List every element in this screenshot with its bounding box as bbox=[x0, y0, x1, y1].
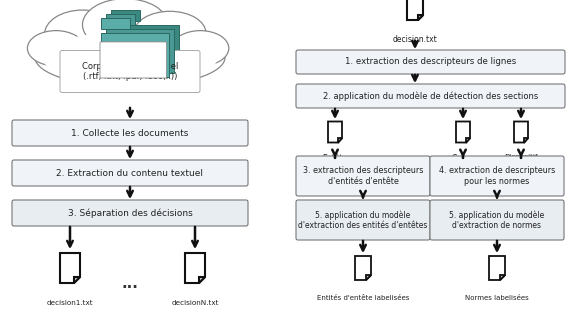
Bar bbox=[106, 14, 134, 24]
Polygon shape bbox=[60, 253, 80, 283]
Ellipse shape bbox=[45, 10, 121, 59]
Text: decision.txt: decision.txt bbox=[393, 35, 437, 44]
Ellipse shape bbox=[83, 0, 168, 51]
FancyBboxPatch shape bbox=[100, 42, 166, 78]
Text: 5. application du modèle
d'extraction des entités d'entêtes: 5. application du modèle d'extraction de… bbox=[298, 210, 428, 230]
Ellipse shape bbox=[35, 28, 225, 87]
FancyBboxPatch shape bbox=[60, 51, 200, 92]
Polygon shape bbox=[355, 256, 371, 280]
FancyBboxPatch shape bbox=[430, 156, 564, 196]
Text: Corpus  jurisprudentiel
(.rtf, .txt, .pdf, .doc(x)): Corpus jurisprudentiel (.rtf, .txt, .pdf… bbox=[82, 62, 178, 81]
Bar bbox=[101, 18, 130, 28]
FancyBboxPatch shape bbox=[430, 200, 564, 240]
Text: 4. extraction de descripteurs
pour les normes: 4. extraction de descripteurs pour les n… bbox=[439, 166, 555, 186]
Polygon shape bbox=[524, 138, 528, 143]
Text: 2. Extraction du contenu textuel: 2. Extraction du contenu textuel bbox=[56, 168, 204, 177]
Text: 3. Séparation des décisions: 3. Séparation des décisions bbox=[68, 208, 192, 218]
Text: decision1.txt: decision1.txt bbox=[46, 300, 94, 306]
FancyBboxPatch shape bbox=[296, 50, 565, 74]
Ellipse shape bbox=[42, 31, 218, 84]
FancyBboxPatch shape bbox=[296, 156, 430, 196]
Polygon shape bbox=[366, 275, 371, 280]
Text: 5. application du modèle
d'extraction de normes: 5. application du modèle d'extraction de… bbox=[449, 210, 545, 230]
FancyBboxPatch shape bbox=[296, 200, 430, 240]
Text: ...: ... bbox=[122, 275, 138, 291]
Polygon shape bbox=[74, 277, 80, 283]
FancyBboxPatch shape bbox=[12, 200, 248, 226]
Bar bbox=[111, 25, 179, 69]
Text: 1. Collecte les documents: 1. Collecte les documents bbox=[71, 128, 189, 137]
Text: Entête: Entête bbox=[323, 154, 348, 163]
Text: 2. application du modèle de détection des sections: 2. application du modèle de détection de… bbox=[323, 91, 538, 101]
Polygon shape bbox=[500, 275, 505, 280]
Ellipse shape bbox=[134, 11, 206, 55]
Text: Entités d'entête labelisées: Entités d'entête labelisées bbox=[317, 295, 409, 301]
Polygon shape bbox=[199, 277, 205, 283]
Ellipse shape bbox=[172, 31, 229, 66]
Polygon shape bbox=[489, 256, 505, 280]
Polygon shape bbox=[418, 15, 423, 20]
Text: Dispositif: Dispositif bbox=[504, 154, 538, 160]
Bar bbox=[106, 29, 174, 73]
Bar bbox=[101, 33, 169, 77]
FancyBboxPatch shape bbox=[12, 160, 248, 186]
Bar bbox=[111, 10, 139, 21]
Polygon shape bbox=[185, 253, 205, 283]
Text: decisionN.txt: decisionN.txt bbox=[171, 300, 219, 306]
Polygon shape bbox=[456, 121, 470, 143]
Polygon shape bbox=[338, 138, 342, 143]
Ellipse shape bbox=[28, 31, 84, 66]
Text: Corps: Corps bbox=[452, 154, 474, 163]
Text: Normes labelisées: Normes labelisées bbox=[465, 295, 529, 301]
Polygon shape bbox=[407, 0, 423, 20]
FancyBboxPatch shape bbox=[12, 120, 248, 146]
Polygon shape bbox=[514, 121, 528, 143]
Polygon shape bbox=[466, 138, 470, 143]
Text: 1. extraction des descripteurs de lignes: 1. extraction des descripteurs de lignes bbox=[345, 58, 516, 67]
FancyBboxPatch shape bbox=[296, 84, 565, 108]
Text: 3. extraction des descripteurs
d'entités d'entête: 3. extraction des descripteurs d'entités… bbox=[303, 166, 423, 186]
Polygon shape bbox=[328, 121, 342, 143]
